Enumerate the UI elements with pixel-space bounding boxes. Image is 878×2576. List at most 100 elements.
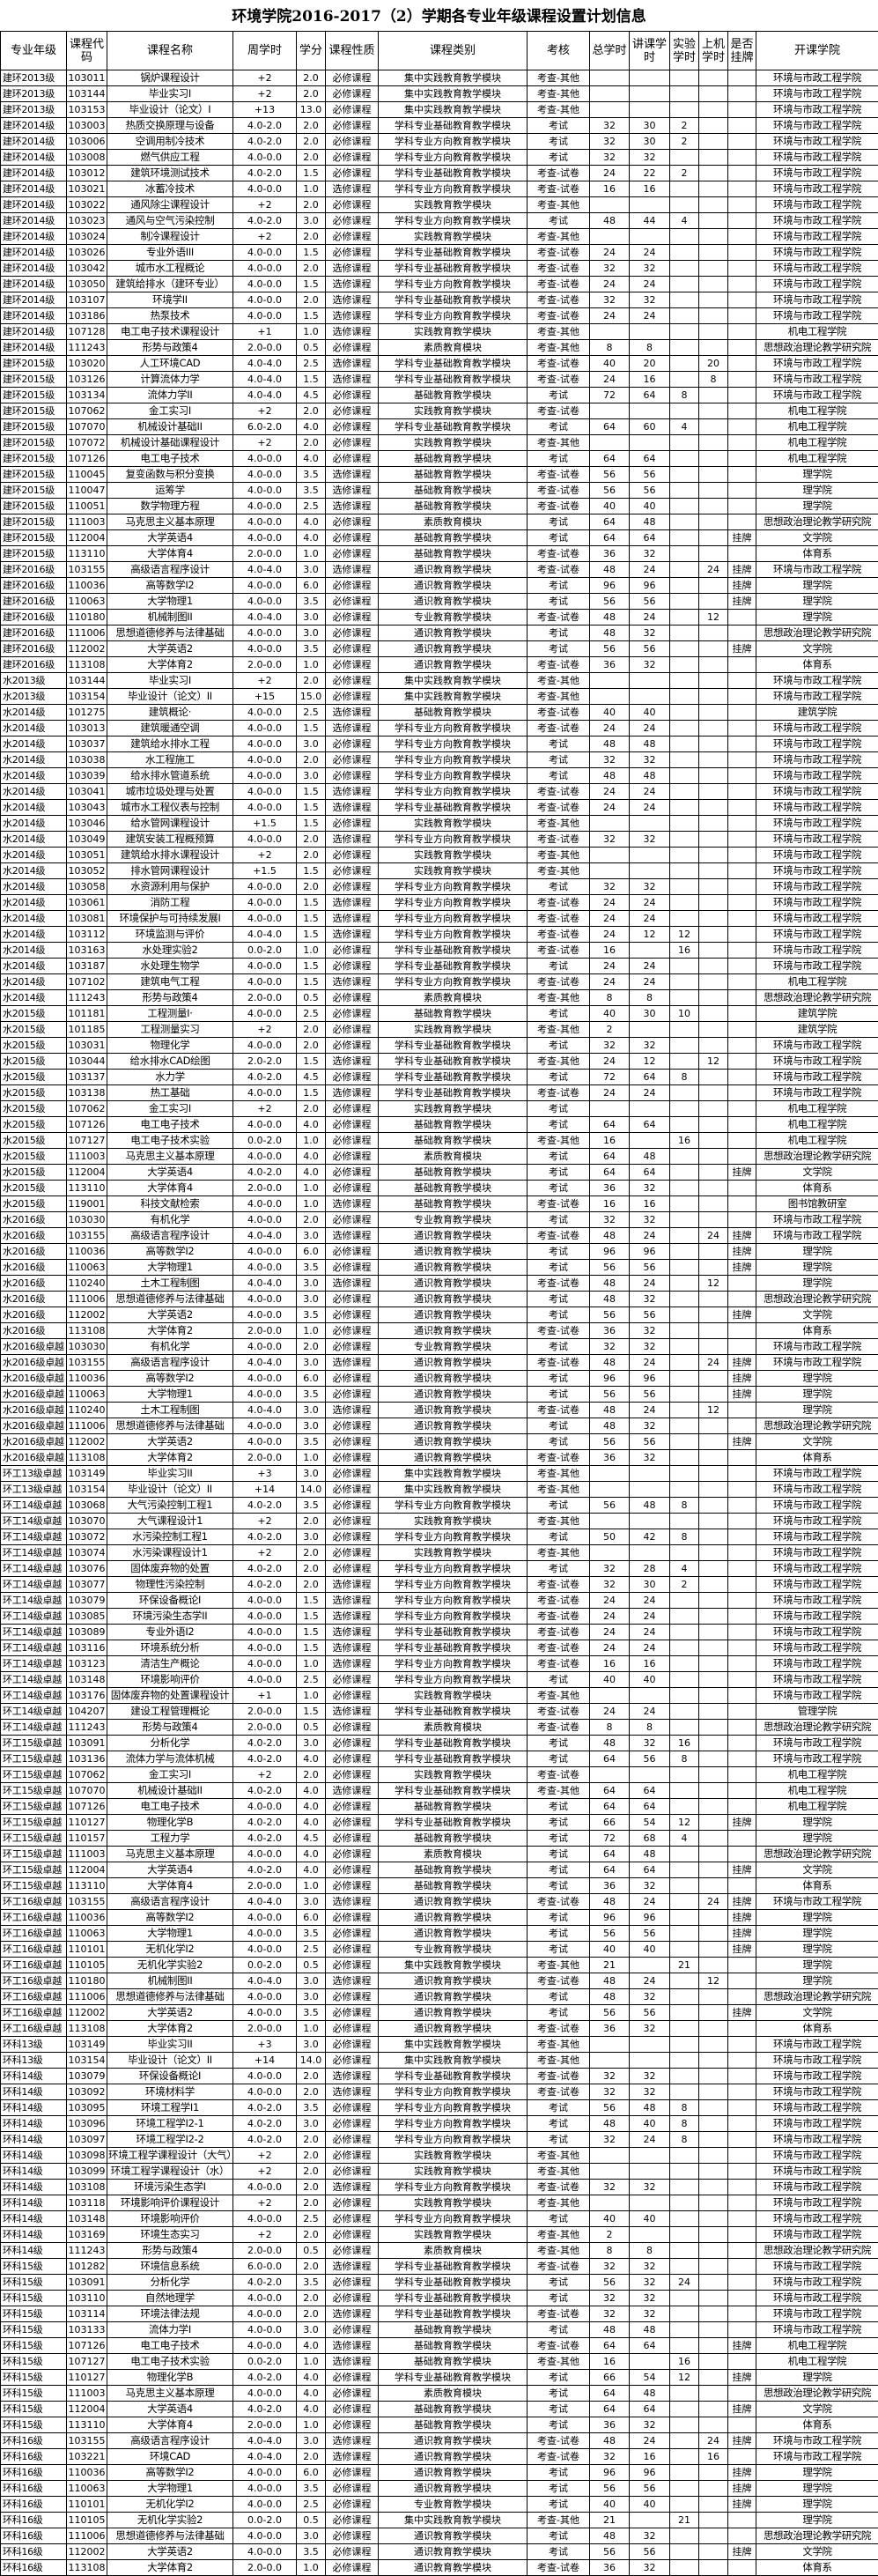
cell-weekly-hours: 4.0-4.0: [232, 2432, 297, 2449]
cell-total-hours: 32: [589, 133, 630, 150]
cell-course-nature: 选修课程: [325, 2179, 379, 2195]
cell-listed: [727, 2306, 756, 2322]
cell-offering-college: 思想政治理论教学研究院: [756, 1988, 878, 2005]
cell-course-category: 通识教育教学模块: [378, 577, 528, 594]
cell-computer-hours: [698, 466, 728, 483]
cell-lecture-hours: 48: [629, 767, 670, 784]
cell-listed: [727, 1418, 756, 1434]
cell-listed: [727, 1100, 756, 1117]
cell-lab-hours: [669, 2242, 699, 2259]
cell-lab-hours: [669, 1481, 699, 1498]
cell-total-hours: 32: [589, 2290, 630, 2306]
cell-weekly-hours: 4.0-0.0: [232, 2464, 297, 2481]
cell-grade: 水2015级: [0, 1148, 67, 1165]
cell-grade: 建环2015级: [0, 482, 67, 499]
cell-weekly-hours: 4.0-2.0: [232, 2131, 297, 2148]
cell-computer-hours: [698, 593, 728, 610]
cell-grade: 建环2014级: [0, 323, 67, 340]
cell-offering-college: 环境与市政工程学院: [756, 688, 878, 705]
cell-lab-hours: [669, 403, 699, 419]
cell-assessment: 考查-其他: [527, 323, 590, 340]
table-row: 环工15级卓越 110127 物理化学B 4.0-2.0 4.0 必修课程 学科专业基础教育…: [0, 1814, 878, 1831]
cell-total-hours: 21: [589, 1957, 630, 1973]
cell-lecture-hours: 32: [629, 1180, 670, 1196]
cell-weekly-hours: 4.0-0.0: [232, 244, 297, 261]
cell-lecture-hours: 32: [629, 751, 670, 768]
cell-course-code: 103058: [66, 878, 107, 895]
cell-weekly-hours: 4.0-0.0: [232, 894, 297, 911]
table-row: 环科15级 113110 大学体育4 2.0-0.0 1.0 必修课程 基础教育教学模块 考试…: [0, 2417, 878, 2433]
cell-offering-college: 机电工程学院: [756, 323, 878, 340]
cell-computer-hours: [698, 1037, 728, 1054]
cell-lab-hours: 8: [669, 2099, 699, 2116]
cell-course-name: 建筑给水排水课程设计: [107, 847, 233, 863]
cell-computer-hours: [698, 387, 728, 403]
cell-course-category: 基础教育教学模块: [378, 498, 528, 514]
cell-course-category: 学科专业方向教育教学模块: [378, 1576, 528, 1593]
cell-assessment: 考查-其他: [527, 862, 590, 879]
cell-grade: 环工14级卓越: [0, 1513, 67, 1529]
cell-course-nature: 必修课程: [325, 751, 379, 768]
cell-weekly-hours: 2.0-0.0: [232, 2559, 297, 2576]
cell-course-nature: 必修课程: [325, 609, 379, 625]
table-row: 环工16级卓越 103155 高级语言程序设计 4.0-4.0 3.0 选修课程 通识教育教…: [0, 1893, 878, 1910]
cell-course-name: 固体废弃物的处置课程设计: [107, 1687, 233, 1704]
cell-offering-college: 机电工程学院: [756, 450, 878, 467]
cell-credits: 0.5: [296, 989, 326, 1006]
table-row: 水2015级 107062 金工实习Ⅰ +2 2.0 必修课程 实践教育教学模块 考试 机电工程…: [0, 1100, 878, 1117]
table-row: 环工15级卓越 107070 机械设计基础II 4.0-2.0 4.0 选修课程 学科专业基…: [0, 1782, 878, 1799]
cell-assessment: 考查-试卷: [527, 371, 590, 388]
cell-total-hours: 48: [589, 1973, 630, 1989]
cell-course-code: 103118: [66, 2195, 107, 2211]
table-row: 环工14级卓越 103148 环境影响评价 4.0-0.0 2.5 必修课程 学科专业方向教…: [0, 1671, 878, 1688]
cell-course-category: 通识教育教学模块: [378, 1322, 528, 1339]
cell-course-code: 110051: [66, 498, 107, 514]
cell-credits: 4.0: [296, 1782, 326, 1799]
cell-listed: [727, 1719, 756, 1736]
table-row: 建环2014级 103042 城市水工程概论 4.0-0.0 2.0 选修课程 学科专业基础…: [0, 260, 878, 277]
cell-computer-hours: [698, 165, 728, 181]
cell-lecture-hours: 32: [629, 2559, 670, 2576]
cell-grade: 水2016级卓越: [0, 1370, 67, 1387]
cell-course-category: 实践教育教学模块: [378, 1766, 528, 1783]
cell-listed: [727, 1988, 756, 2005]
cell-weekly-hours: +13: [232, 101, 297, 118]
cell-lab-hours: [669, 85, 699, 102]
table-row: 建环2015级 110051 数学物理方程 4.0-0.0 2.5 选修课程 基础教育教学模…: [0, 498, 878, 514]
cell-course-code: 103089: [66, 1624, 107, 1640]
cell-computer-hours: [698, 1021, 728, 1038]
cell-assessment: 考查-其他: [527, 2036, 590, 2053]
cell-grade: 建环2016级: [0, 561, 67, 578]
cell-credits: 2.0: [296, 1560, 326, 1577]
cell-lab-hours: [669, 989, 699, 1006]
cell-weekly-hours: 4.0-2.0: [232, 1497, 297, 1514]
cell-offering-college: 体育系: [756, 2559, 878, 2576]
cell-assessment: 考试: [527, 1560, 590, 1577]
cell-grade: 水2013级: [0, 672, 67, 689]
cell-offering-college: 环境与市政工程学院: [756, 1751, 878, 1767]
cell-grade: 水2015级: [0, 1100, 67, 1117]
cell-total-hours: 24: [589, 783, 630, 800]
cell-assessment: 考试: [527, 418, 590, 435]
cell-lecture-hours: 64: [629, 1164, 670, 1181]
cell-credits: 1.5: [296, 910, 326, 927]
table-row: 建环2014级 103107 环境学II 4.0-0.0 2.0 选修课程 学科专业基础教育…: [0, 292, 878, 308]
cell-offering-college: 机电工程学院: [756, 1766, 878, 1783]
cell-assessment: 考查-试卷: [527, 1973, 590, 1989]
cell-grade: 环科14级: [0, 2068, 67, 2084]
column-header-weekly-hours: 周学时: [232, 31, 297, 70]
cell-course-category: 集中实践教育教学模块: [378, 101, 528, 118]
cell-computer-hours: [698, 1084, 728, 1101]
cell-listed: [727, 1275, 756, 1292]
cell-computer-hours: [698, 1719, 728, 1736]
cell-total-hours: [589, 101, 630, 118]
cell-listed: [727, 276, 756, 292]
cell-weekly-hours: +1.5: [232, 815, 297, 832]
cell-weekly-hours: 4.0-0.0: [232, 2496, 297, 2513]
cell-credits: 2.5: [296, 1005, 326, 1022]
cell-total-hours: 56: [589, 1259, 630, 1276]
cell-grade: 环工14级卓越: [0, 1529, 67, 1545]
cell-grade: 建环2014级: [0, 149, 67, 166]
cell-credits: 4.0: [296, 1798, 326, 1815]
cell-course-category: 学科专业基础教育教学模块: [378, 1814, 528, 1831]
